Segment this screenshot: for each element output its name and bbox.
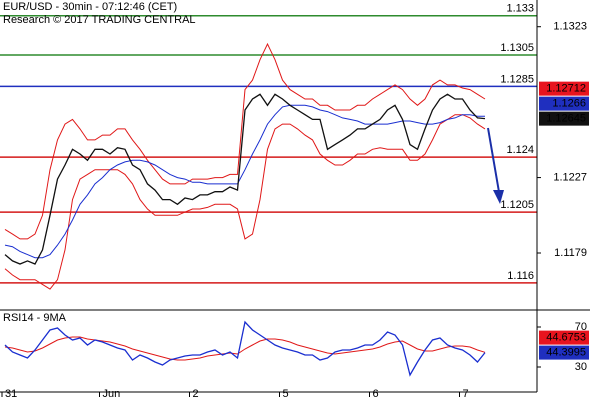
- level-label: 1.1285: [500, 73, 534, 85]
- y-tick-label: 70: [575, 321, 587, 333]
- series-line: [4, 336, 486, 361]
- series-layer: [4, 42, 486, 377]
- x-tick-label: 5: [283, 388, 289, 400]
- price-box-label: 1.1266: [552, 98, 586, 110]
- price-box-label: 1.12712: [546, 83, 586, 95]
- arrow-head: [493, 190, 504, 204]
- price-box-label: 44.3995: [546, 347, 586, 359]
- level-label: 1.124: [506, 144, 534, 156]
- price-box: [539, 96, 589, 111]
- series-line: [4, 114, 486, 290]
- level-label: 1.1305: [500, 42, 534, 54]
- y-tick-label: 1.1323: [553, 21, 587, 33]
- y-tick-label: 30: [575, 361, 587, 373]
- axis-layer: 1.1179 1.1227 1.1323 1.12645 1.1266 1.12712 30…: [1, 21, 589, 400]
- x-tick-label: 7: [463, 388, 469, 400]
- y-tick-label: 1.1227: [553, 171, 587, 183]
- price-box: [539, 81, 589, 96]
- price-box-label: 1.12645: [546, 113, 586, 125]
- rsi-title: RSI14 - 9MA: [3, 312, 67, 324]
- arrow-shaft: [487, 127, 500, 193]
- x-tick-label: Jun: [103, 388, 121, 400]
- x-tick-label: 31: [5, 388, 17, 400]
- level-label: 1.133: [506, 3, 534, 15]
- level-label: 1.116: [507, 270, 534, 282]
- series-line: [4, 93, 486, 265]
- series-line: [4, 42, 486, 240]
- y-tick-label: 1.1179: [554, 247, 587, 259]
- price-box: [539, 330, 589, 345]
- x-tick-label: 6: [373, 388, 379, 400]
- forecast-arrow: [487, 127, 504, 204]
- price-box: [539, 345, 589, 360]
- price-box-label: 44.6753: [546, 332, 586, 344]
- chart-title: EUR/USD - 30min - 07:12:46 (CET): [3, 1, 177, 13]
- chart-subtitle: Research © 2017 TRADING CENTRAL: [3, 14, 196, 26]
- price-box: [539, 111, 589, 126]
- series-line: [4, 104, 485, 259]
- series-line: [4, 320, 486, 377]
- x-tick-label: 2: [193, 388, 199, 400]
- level-label: 1.1205: [500, 199, 534, 211]
